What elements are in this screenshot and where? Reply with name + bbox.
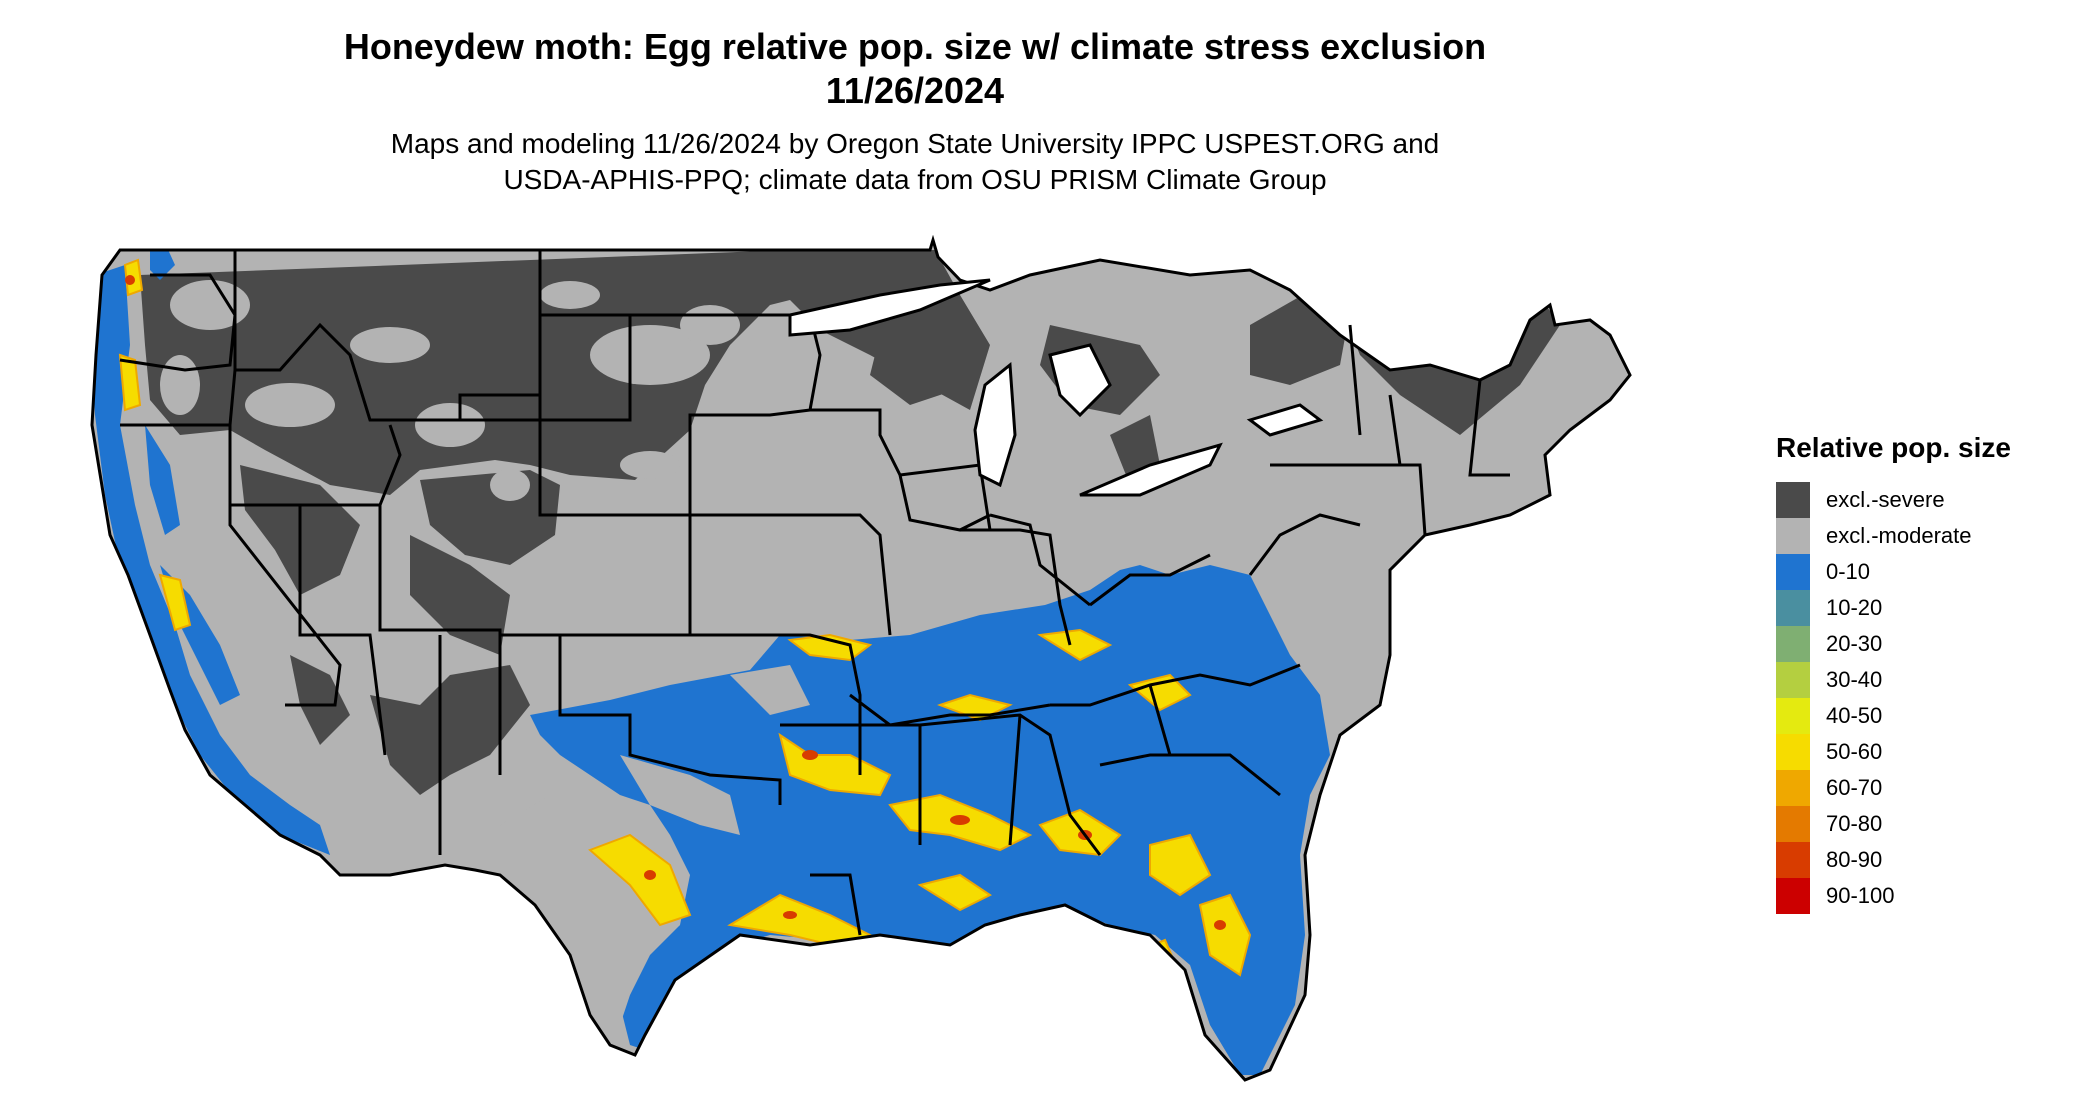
legend-item: 70-80 [1776, 806, 2011, 842]
legend-swatch [1776, 878, 1810, 914]
legend-item: 80-90 [1776, 842, 2011, 878]
legend-label: 70-80 [1826, 811, 1883, 836]
legend-label: excl.-moderate [1826, 523, 1972, 548]
legend-swatch [1776, 806, 1810, 842]
legend-swatch [1776, 554, 1810, 590]
legend-label: 30-40 [1826, 667, 1883, 692]
legend-item: 20-30 [1776, 626, 2011, 662]
map-date: 11/26/2024 [825, 70, 1005, 111]
legend-item: 90-100 [1776, 878, 2011, 914]
legend-swatch [1776, 662, 1810, 698]
legend-label: 90-100 [1826, 883, 1895, 908]
legend-item: 10-20 [1776, 590, 2011, 626]
map-credit-line-2: USDA-APHIS-PPQ; climate data from OSU PR… [503, 164, 1327, 195]
legend-swatch [1776, 698, 1810, 734]
legend-swatch [1776, 590, 1810, 626]
legend-label: 40-50 [1826, 703, 1883, 728]
legend-swatch [1776, 482, 1810, 518]
legend-label: 10-20 [1826, 595, 1883, 620]
map-legend: Relative pop. size excl.-severe excl.-mod… [1776, 432, 2011, 914]
us-map [90, 235, 1632, 1082]
legend-title: Relative pop. size [1776, 432, 2011, 463]
legend-item: 50-60 [1776, 734, 2011, 770]
legend-item: 60-70 [1776, 770, 2011, 806]
legend-label: 60-70 [1826, 775, 1883, 800]
legend-label: 80-90 [1826, 847, 1883, 872]
legend-item: 40-50 [1776, 698, 2011, 734]
map-credit-line-1: Maps and modeling 11/26/2024 by Oregon S… [390, 128, 1440, 159]
legend-label: 0-10 [1826, 559, 1871, 584]
legend-swatch [1776, 518, 1810, 554]
legend-label: 50-60 [1826, 739, 1883, 764]
legend-swatch [1776, 734, 1810, 770]
legend-label: 20-30 [1826, 631, 1883, 656]
legend-item: excl.-severe [1776, 482, 2011, 518]
legend-item: 30-40 [1776, 662, 2011, 698]
legend-swatch [1776, 626, 1810, 662]
legend-item: excl.-moderate [1776, 518, 2011, 554]
legend-label: excl.-severe [1826, 487, 1945, 512]
legend-swatch [1776, 770, 1810, 806]
legend-item: 0-10 [1776, 554, 2011, 590]
legend-swatch [1776, 842, 1810, 878]
map-title: Honeydew moth: Egg relative pop. size w/… [343, 26, 1487, 67]
